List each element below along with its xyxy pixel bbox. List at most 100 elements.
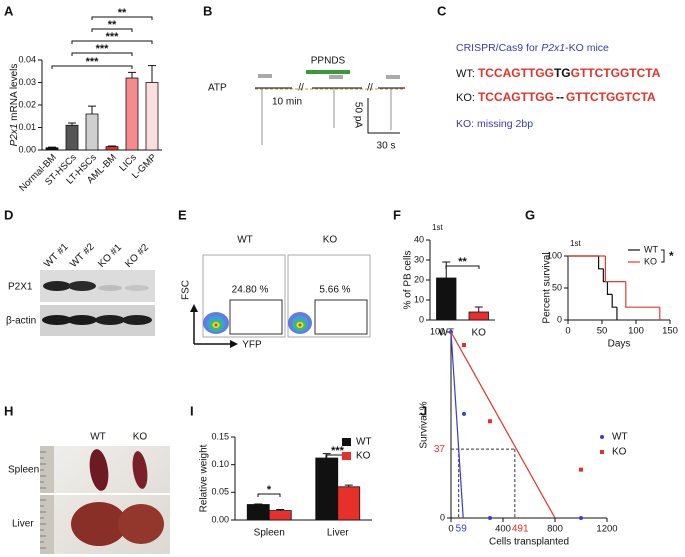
- liver: [118, 504, 164, 544]
- heading-part: CRISPR/Cas9 for: [456, 42, 541, 54]
- panel-letter: F: [393, 207, 401, 222]
- band: [42, 315, 72, 325]
- gate-label: 24.80 %: [232, 285, 269, 296]
- y-tick-label: 0.02: [18, 99, 36, 109]
- significance-label: ***: [331, 445, 345, 457]
- density: [203, 312, 229, 334]
- panel-h: WT KO Spleen Liver: [8, 432, 170, 554]
- guide-label: 491: [512, 524, 529, 535]
- genotype: WT:: [456, 68, 475, 80]
- gate: [229, 299, 283, 335]
- panel-letter: C: [437, 3, 447, 18]
- legend-swatch: [342, 438, 351, 446]
- x-tick-label: 400: [495, 524, 511, 535]
- sequence-row: KO: TCCAGTTGG -- GTTCTGGTCTA: [456, 90, 656, 104]
- legend-label: KO: [356, 451, 371, 462]
- genotype: KO:: [456, 92, 475, 104]
- group-label: KO: [133, 432, 148, 443]
- chart: 0 50 100 0 50 100 150 Percent survival Days 1st WT…: [542, 239, 678, 350]
- legend-marker: [600, 435, 604, 439]
- lane-label: KO #1: [96, 242, 124, 270]
- chart: 0 10 20 30 40% of PB cells 1st WT KO **: [403, 223, 495, 339]
- break-mark: //: [298, 83, 304, 94]
- scale-label: 50 pA: [352, 102, 363, 128]
- error-bar: [128, 71, 136, 78]
- x-tick-label: 100: [628, 326, 644, 337]
- bar: [45, 147, 59, 151]
- legend-label: WT: [644, 244, 658, 254]
- significance-bracket: [445, 265, 480, 269]
- lane-label: KO #2: [123, 242, 151, 270]
- spleen: [89, 449, 109, 491]
- agonist-bar: [329, 75, 343, 79]
- bar: [145, 82, 159, 151]
- point: [462, 343, 466, 348]
- x-axis-label: Days: [608, 339, 631, 350]
- survival-step: [604, 256, 626, 283]
- y-axis-label: Percent survival: [542, 252, 553, 323]
- panel-c: CRISPR/Cas9 for P2x1-KO mice WT: TCCAGTTG…: [456, 42, 661, 130]
- point: [488, 419, 492, 424]
- significance-bracket: [71, 52, 133, 56]
- seq: GTTCTGGTCTA: [571, 66, 661, 80]
- panel-letter: H: [4, 403, 13, 418]
- seq: TG: [554, 66, 571, 80]
- fit-line: [450, 331, 556, 519]
- lane-label: WT #1: [42, 241, 71, 270]
- significance-label: ***: [86, 56, 100, 68]
- y-axis-label: P2x1 mRNA levels: [9, 64, 20, 147]
- x-tick-label: 50: [597, 326, 608, 337]
- agonist-bar: [386, 75, 400, 79]
- x-tick-label: KO: [472, 328, 487, 339]
- group-label: WT: [90, 432, 106, 443]
- significance-bracket: [71, 40, 153, 44]
- significance-label: ***: [96, 43, 110, 55]
- y-tick-label: 50: [552, 282, 562, 292]
- axis-line: [41, 60, 162, 151]
- heading: CRISPR/Cas9 for P2x1-KO mice: [456, 42, 609, 54]
- significance-bracket: [91, 16, 153, 20]
- survival-step: [598, 256, 604, 270]
- y-tick-label: 100: [547, 250, 562, 260]
- significance-label: ***: [106, 31, 120, 43]
- y-tick-label: 0.03: [18, 77, 36, 87]
- x-tick-label: 800: [547, 524, 563, 535]
- error-bar: [254, 503, 263, 505]
- y-tick-label: 30: [414, 254, 424, 264]
- axis-line: [450, 332, 607, 519]
- seq: GTTCTGGTCTA: [566, 90, 656, 104]
- y-tick-label: 100: [430, 326, 445, 336]
- error-bar: [68, 122, 76, 126]
- y-tick-label: 0.00: [211, 514, 229, 524]
- band: [125, 285, 149, 291]
- significance-label: **: [108, 19, 117, 31]
- y-tick-label: 0: [440, 512, 445, 522]
- legend-marker: [600, 450, 604, 454]
- ruler: [40, 446, 54, 554]
- drug-label: PPNDS: [311, 56, 346, 67]
- error-bar: [442, 261, 451, 278]
- significance-label: *: [267, 484, 272, 496]
- y-axis-label-part: mRNA levels: [9, 64, 20, 124]
- bar: [337, 486, 361, 521]
- fit-line: [450, 331, 464, 519]
- significance-label: **: [458, 256, 467, 268]
- scale-bar: [367, 98, 400, 134]
- liver: [71, 502, 127, 546]
- panel-letter: B: [203, 3, 212, 18]
- scale-label: 30 s: [377, 141, 396, 152]
- x-tick-label: WT: [438, 328, 454, 339]
- heading-part: -KO mice: [565, 42, 609, 54]
- y-axis-label: Survival %: [419, 401, 430, 448]
- gate: [314, 299, 368, 335]
- error-bar: [148, 65, 156, 83]
- x-tick-label: 0: [448, 524, 453, 535]
- seq: --: [556, 90, 564, 104]
- legend-label: WT: [612, 432, 628, 443]
- plot-frame: [287, 254, 371, 338]
- group-label: WT: [237, 235, 253, 246]
- band: [122, 315, 152, 325]
- band: [68, 281, 96, 291]
- significance-label: *: [669, 249, 674, 263]
